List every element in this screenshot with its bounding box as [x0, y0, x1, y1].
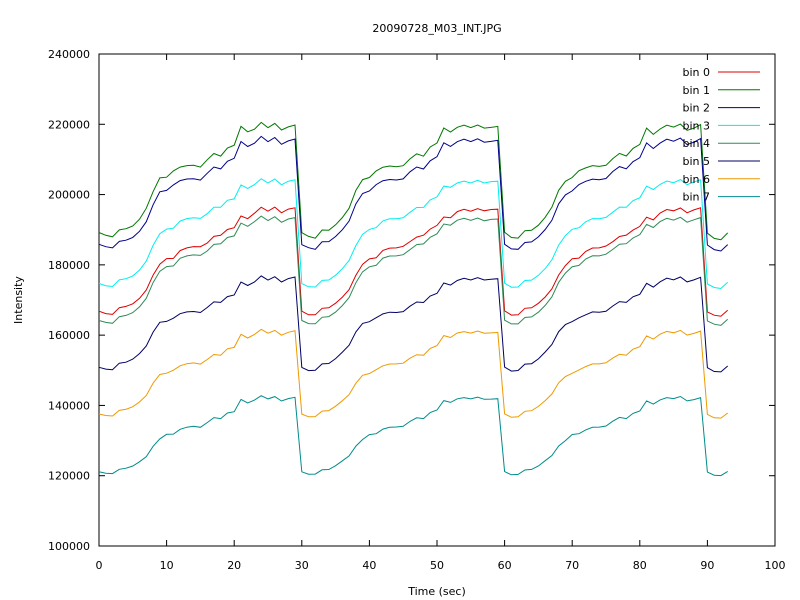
- legend-label: bin 7: [682, 191, 710, 204]
- y-tick-label: 100000: [48, 540, 90, 553]
- series-line-bin-2: [98, 135, 729, 252]
- series-line-bin-3: [98, 178, 729, 290]
- y-tick-label: 180000: [48, 259, 90, 272]
- series-line-bin-5: [98, 275, 729, 373]
- y-axis-label: Intensity: [12, 276, 25, 324]
- legend-label: bin 6: [682, 173, 710, 186]
- legend: bin 0 bin 1 bin 2 bin 3 bin 4 bin 5 bin 6 bin 7: [682, 66, 760, 204]
- y-tick-label: 200000: [48, 189, 90, 202]
- x-tick-label: 0: [96, 559, 103, 572]
- y-tick-label: 220000: [48, 118, 90, 131]
- x-tick-label: 60: [498, 559, 512, 572]
- x-tick-label: 70: [565, 559, 579, 572]
- series-line-bin-7: [98, 395, 728, 477]
- y-tick-label: 160000: [48, 329, 90, 342]
- y-tick-label: 140000: [48, 399, 90, 412]
- x-axis-label: Time (sec): [407, 585, 466, 598]
- series-line-bin-1: [98, 121, 729, 241]
- series-lines: [98, 121, 729, 477]
- plot-area-frame: [98, 53, 776, 547]
- y-tick-label: 120000: [48, 470, 90, 483]
- x-tick-label: 40: [362, 559, 376, 572]
- x-tick-label: 30: [295, 559, 309, 572]
- x-tick-label: 10: [160, 559, 174, 572]
- x-tick-label: 80: [633, 559, 647, 572]
- y-tick-label: 240000: [48, 48, 90, 61]
- x-tick-label: 90: [700, 559, 714, 572]
- axis-ticks: 0 10 20 30 40 50 60 70 80 90 100 100000 120000 140000…: [48, 48, 786, 572]
- series-line-bin-4: [98, 215, 729, 326]
- legend-label: bin 5: [682, 155, 710, 168]
- legend-label: bin 0: [682, 66, 710, 79]
- legend-label: bin 2: [682, 102, 710, 115]
- series-line-bin-6: [98, 328, 729, 419]
- x-tick-label: 20: [227, 559, 241, 572]
- x-tick-label: 50: [430, 559, 444, 572]
- x-tick-label: 100: [765, 559, 786, 572]
- legend-label: bin 4: [682, 137, 710, 150]
- chart-title: 20090728_M03_INT.JPG: [372, 22, 501, 35]
- legend-label: bin 1: [682, 84, 710, 97]
- series-line-bin-0: [98, 206, 729, 317]
- legend-label: bin 3: [682, 119, 710, 132]
